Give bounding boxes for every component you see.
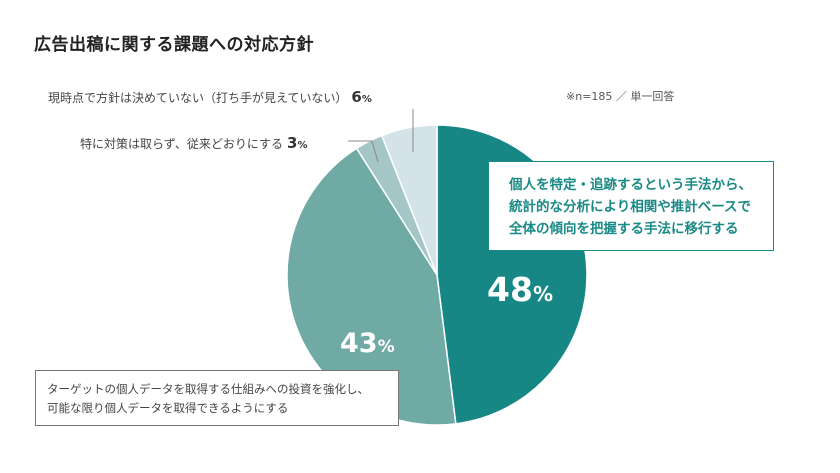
sample-note: ※n=185 ／ 単一回答: [566, 90, 675, 103]
slice-value-s1: 48%: [487, 270, 553, 309]
leader-line-s3: [348, 140, 379, 163]
slice-label-s2: ターゲットの個人データを取得する仕組みへの投資を強化し、 可能な限り個人データを…: [35, 370, 399, 426]
slice-label-s3: 特に対策は取らず、従来どおりにする 3%: [80, 134, 308, 152]
slice-value-s4: 6%: [351, 88, 372, 106]
slice-value-s2: 43%: [340, 328, 395, 359]
slice-value-s3: 3%: [287, 134, 308, 152]
pie-slice-2: [286, 147, 457, 426]
chart-title: 広告出稿に関する課題への対応方針: [34, 35, 314, 55]
slice-label-s4: 現時点で方針は決めていない（打ち手が見えていない） 6%: [48, 88, 372, 106]
pie-slice-4: [380, 124, 438, 276]
slice-label-s1: 個人を特定・追跡するという手法から、 統計的な分析により相関や推計ベースで 全体…: [488, 161, 774, 251]
